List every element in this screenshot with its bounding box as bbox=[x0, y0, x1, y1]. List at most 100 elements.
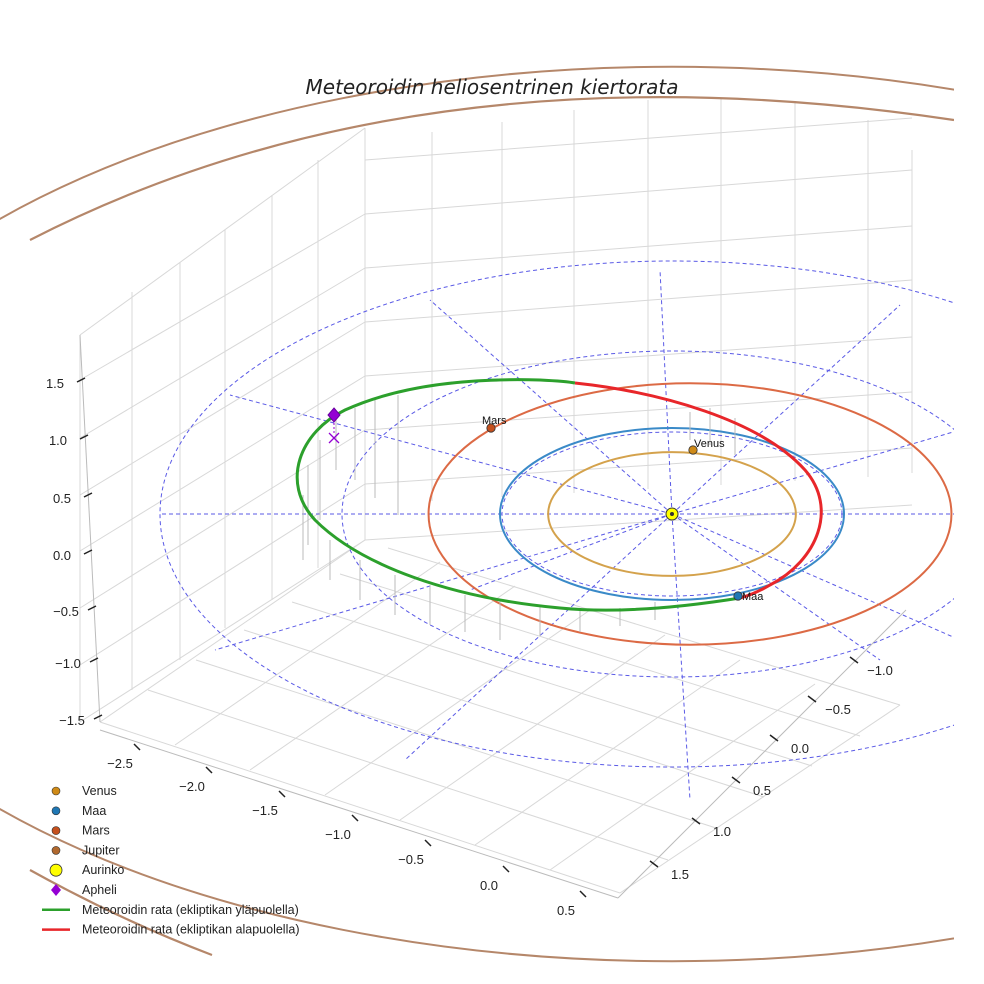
legend-label: Mars bbox=[82, 824, 110, 838]
planet-label-mars: Mars bbox=[482, 415, 507, 427]
y-tick-label: 1.5 bbox=[671, 867, 689, 882]
x-tick-label: −1.0 bbox=[325, 827, 351, 842]
y-tick-mark bbox=[691, 817, 701, 825]
grid-line bbox=[79, 267, 366, 439]
legend: Venus Maa Mars Jupiter Aurinko Apheli Meteoroi… bbox=[42, 784, 299, 937]
grid-line bbox=[364, 391, 913, 431]
z-tick-label: 0.0 bbox=[53, 548, 71, 563]
grid-line bbox=[364, 279, 913, 323]
grid-line bbox=[364, 504, 913, 541]
legend-marker bbox=[49, 863, 63, 877]
meteoroid-orbit bbox=[295, 378, 823, 640]
grid-line bbox=[364, 117, 913, 161]
y-tick-mark bbox=[731, 776, 741, 784]
grid-line bbox=[474, 659, 741, 846]
z-tick-label: 1.0 bbox=[49, 433, 67, 448]
z-axis-line bbox=[79, 334, 101, 723]
grid-line bbox=[147, 689, 669, 861]
x-tick-mark bbox=[502, 865, 510, 873]
grid-line bbox=[364, 336, 913, 377]
z-tick-label: −0.5 bbox=[53, 604, 79, 619]
z-tick-mark bbox=[93, 714, 103, 720]
grid-line bbox=[79, 213, 366, 381]
guide-line bbox=[671, 513, 954, 638]
legend-label: Venus bbox=[82, 784, 117, 798]
planet-mars bbox=[486, 423, 496, 433]
grid-line bbox=[79, 321, 366, 496]
legend-label: Meteoroidin rata (ekliptikan yläpuolella… bbox=[82, 903, 299, 917]
grid-line bbox=[243, 629, 765, 798]
aphelion-projection-x bbox=[328, 432, 340, 444]
z-tick-mark bbox=[83, 549, 93, 555]
z-tick-mark bbox=[87, 605, 97, 611]
grid-line bbox=[387, 547, 901, 706]
y-tick-label: 0.0 bbox=[791, 741, 809, 756]
grid-line bbox=[99, 721, 621, 894]
meteoroid-orbit-below bbox=[574, 381, 823, 600]
grid-line bbox=[364, 225, 913, 269]
grid-line bbox=[79, 375, 366, 552]
y-tick-label: −0.5 bbox=[825, 702, 851, 717]
y-tick-mark bbox=[807, 695, 817, 703]
legend-label: Jupiter bbox=[82, 843, 120, 857]
z-tick-label: −1.0 bbox=[55, 656, 81, 671]
x-tick-mark bbox=[205, 766, 213, 774]
z-tick-mark bbox=[89, 657, 99, 663]
z-tick-mark bbox=[76, 377, 86, 383]
y-tick-label: −1.0 bbox=[867, 663, 893, 678]
guide-line bbox=[214, 513, 673, 651]
legend-marker bbox=[51, 884, 61, 896]
planet-venus bbox=[688, 445, 698, 455]
chart-title: Meteoroidin heliosentrinen kiertorata bbox=[306, 75, 679, 99]
grid-line bbox=[364, 447, 913, 485]
planet-label-maa: Maa bbox=[742, 591, 764, 603]
z-tick-mark bbox=[79, 434, 89, 440]
guide-line bbox=[229, 394, 673, 515]
sun-core bbox=[670, 512, 674, 516]
orbit-jupiter-arc bbox=[29, 96, 954, 241]
legend-marker bbox=[51, 846, 61, 855]
planet-orbits bbox=[0, 65, 954, 963]
planet-label-venus: Venus bbox=[694, 438, 725, 450]
z-tick-mark bbox=[83, 492, 93, 498]
reference-guides bbox=[159, 260, 954, 801]
guide-line bbox=[671, 513, 691, 801]
guide-line bbox=[671, 304, 901, 515]
guide-line bbox=[671, 513, 881, 661]
x-tick-label: −1.5 bbox=[252, 803, 278, 818]
guide-line bbox=[469, 513, 673, 591]
grid-line bbox=[339, 573, 861, 737]
grid-line bbox=[99, 539, 366, 723]
grid bbox=[79, 98, 913, 899]
x-tick-mark bbox=[424, 839, 432, 847]
bodies: Venus Maa Mars bbox=[327, 407, 764, 603]
orbit-jupiter bbox=[0, 65, 954, 963]
guide-line bbox=[429, 299, 673, 515]
aphelion-marker bbox=[327, 407, 341, 423]
z-tick-label: −1.5 bbox=[59, 713, 85, 728]
orbit-maa bbox=[499, 427, 845, 601]
x-tick-label: 0.5 bbox=[557, 903, 575, 918]
y-tick-mark bbox=[649, 860, 659, 868]
legend-marker bbox=[51, 826, 61, 835]
y-tick-mark bbox=[849, 656, 859, 664]
axis-ticks: −2.5 −2.0 −1.5 −1.0 −0.5 0.0 0.5 −1.0 −0.5 0.0 0.5… bbox=[46, 376, 893, 918]
y-tick-mark bbox=[769, 734, 779, 742]
guide-line bbox=[671, 431, 954, 515]
x-tick-mark bbox=[351, 814, 359, 822]
grid-line bbox=[79, 127, 366, 336]
grid-line bbox=[79, 429, 366, 609]
legend-label: Meteoroidin rata (ekliptikan alapuolella… bbox=[82, 923, 299, 937]
planet-maa bbox=[733, 591, 743, 601]
y-tick-label: 1.0 bbox=[713, 824, 731, 839]
y-axis-line bbox=[617, 609, 907, 899]
legend-label: Aurinko bbox=[82, 863, 124, 877]
x-tick-label: −0.5 bbox=[398, 852, 424, 867]
x-axis-line bbox=[99, 729, 619, 899]
grid-line bbox=[249, 585, 516, 771]
x-tick-label: −2.5 bbox=[107, 756, 133, 771]
grid-line bbox=[79, 539, 366, 723]
guide-line bbox=[659, 269, 673, 515]
guide-circle bbox=[159, 260, 954, 768]
